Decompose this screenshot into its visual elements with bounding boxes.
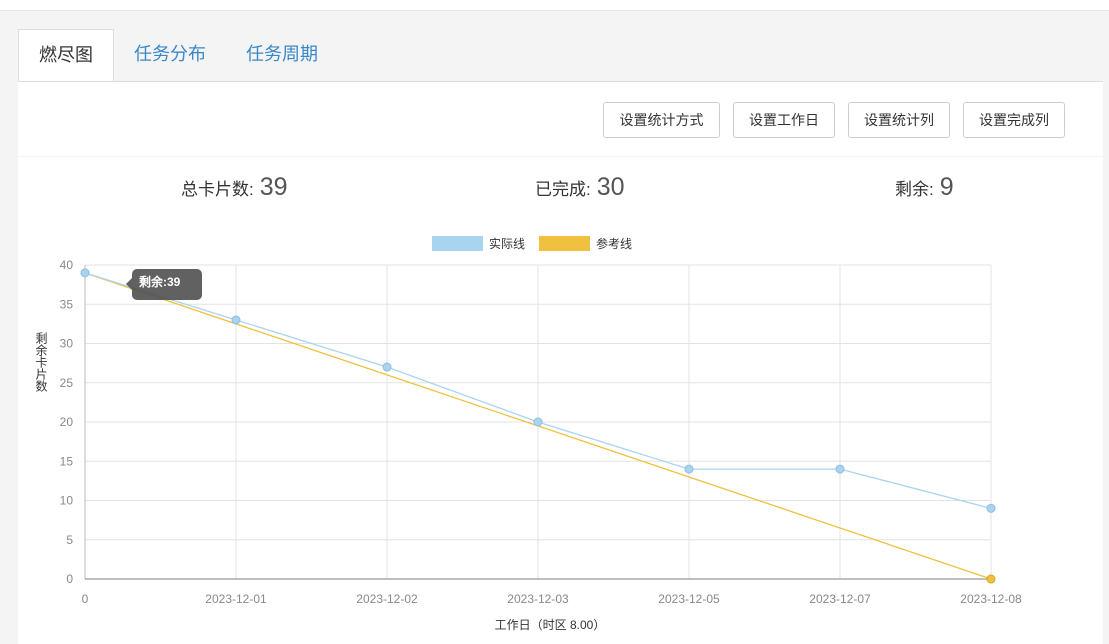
tab-bar: 燃尽图 任务分布 任务周期 [18,29,338,81]
chart-tooltip: 剩余:39 [126,269,202,300]
top-bar [0,0,1109,11]
y-tick-label: 35 [60,297,74,311]
remaining-value: 9 [939,173,954,201]
y-tick-label: 0 [66,572,73,586]
set-stat-method-button[interactable]: 设置统计方式 [603,102,720,138]
data-point [231,315,241,325]
y-tick-label: 25 [60,376,74,390]
x-tick-label: 2023-12-05 [658,592,720,606]
y-tick-label: 15 [60,454,74,468]
data-point [533,417,543,427]
tab-task-distribution[interactable]: 任务分布 [134,44,206,64]
toolbar: 设置统计方式 设置工作日 设置统计列 设置完成列 [18,81,1103,156]
remaining-label: 剩余: [895,180,934,199]
x-tick-label: 2023-12-08 [960,592,1022,606]
x-tick-label: 0 [82,592,89,606]
total-cards-value: 39 [259,173,288,201]
x-tick-label: 2023-12-03 [507,592,569,606]
done-stat: 已完成: 30 [535,173,625,202]
legend-swatch [432,236,483,251]
total-cards-stat: 总卡片数: 39 [181,173,288,202]
set-workday-button[interactable]: 设置工作日 [733,102,835,138]
y-tick-label: 20 [60,415,74,429]
data-point [80,268,90,278]
set-stat-columns-button[interactable]: 设置统计列 [848,102,950,138]
legend-swatch [539,236,590,251]
set-done-columns-button[interactable]: 设置完成列 [963,102,1065,138]
x-tick-label: 2023-12-01 [205,592,267,606]
x-axis-title: 工作日（时区 8.00） [495,618,606,632]
y-tick-label: 30 [60,337,74,351]
y-axis-title: 剩余卡片数 [34,332,48,393]
x-tick-label: 2023-12-02 [356,592,418,606]
tab-task-cycle[interactable]: 任务周期 [246,44,318,64]
y-tick-label: 5 [66,533,73,547]
data-point [382,362,392,372]
tab-burndown[interactable]: 燃尽图 [18,29,114,81]
y-tick-label: 10 [60,494,74,508]
done-value: 30 [596,173,625,201]
data-point [684,464,694,474]
legend-label: 参考线 [596,236,632,251]
data-point [986,503,996,513]
done-label: 已完成: [535,180,591,199]
remaining-stat: 剩余: 9 [895,173,954,202]
x-tick-label: 2023-12-07 [809,592,871,606]
total-cards-label: 总卡片数: [181,180,254,199]
data-point [986,574,996,584]
data-point [835,464,845,474]
legend-label: 实际线 [489,236,525,251]
y-tick-label: 40 [60,258,74,272]
